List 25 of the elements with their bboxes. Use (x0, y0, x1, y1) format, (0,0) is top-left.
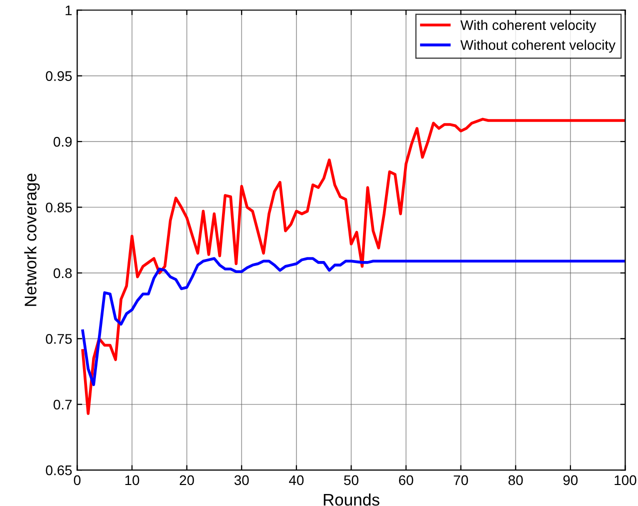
y-tick-label: 0.9 (54, 136, 72, 147)
x-tick-label: 70 (454, 475, 468, 486)
x-tick-label: 30 (234, 475, 249, 486)
x-tick-label: 40 (289, 475, 304, 486)
y-tick-label: 1 (66, 6, 72, 16)
x-tick-label: 0 (74, 475, 81, 486)
y-tick-label: 0.8 (54, 268, 72, 278)
legend-label: Without coherent velocity (460, 40, 616, 53)
legend-label: With coherent velocity (460, 20, 596, 33)
x-tick-label: 100 (614, 475, 636, 486)
y-tick-label: 0.75 (46, 334, 72, 344)
y-axis-title: Network coverage (24, 174, 40, 306)
x-tick-label: 10 (125, 475, 140, 486)
y-tick-label: 0.65 (46, 465, 72, 476)
x-axis-title: Rounds (324, 493, 380, 506)
x-tick-label: 80 (508, 475, 523, 486)
x-tick-label: 90 (563, 475, 578, 486)
x-tick-label: 50 (344, 475, 358, 486)
x-tick-label: 20 (180, 475, 194, 486)
y-tick-label: 0.85 (46, 202, 72, 212)
y-tick-label: 0.95 (46, 71, 72, 81)
x-tick-label: 60 (399, 475, 414, 486)
line-series (81, 118, 626, 415)
line-series (81, 257, 626, 386)
y-tick-label: 0.7 (54, 400, 72, 410)
